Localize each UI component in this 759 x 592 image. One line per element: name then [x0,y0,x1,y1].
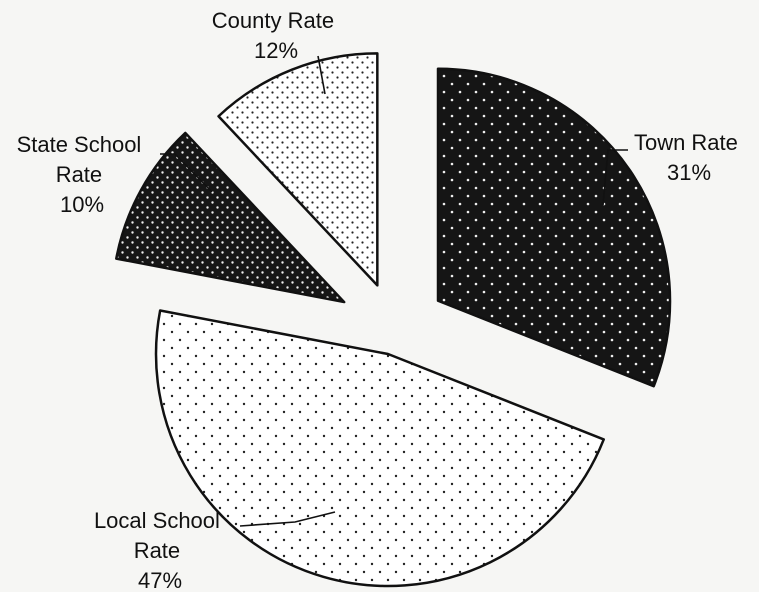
label-local-school-rate-name-1: Local School [94,508,220,533]
label-local-school-rate-percent: 47% [138,568,182,592]
label-state-school-rate: State School Rate 10% [17,132,148,217]
label-local-school-rate: Local School Rate 47% [94,508,226,592]
pie-slice-local-school-rate [154,309,605,588]
label-state-school-rate-percent: 10% [60,192,104,217]
label-local-school-rate-name-2: Rate [134,538,180,563]
leader-line-local-school-rate [239,511,336,527]
label-county-rate: County Rate 12% [212,8,340,63]
label-town-rate-percent: 31% [667,160,711,185]
leader-line-county-rate [317,55,326,95]
pie-slice-state-school-rate [115,131,346,304]
label-county-rate-percent: 12% [254,38,298,63]
label-state-school-rate-name-1: State School [17,132,142,157]
pie-slice-town-rate [436,67,672,388]
label-town-rate: Town Rate 31% [634,130,744,185]
label-county-rate-name: County Rate [212,8,334,33]
label-state-school-rate-name-2: Rate [56,162,102,187]
leader-line-town-rate [602,149,628,206]
pie-slice-county-rate [217,52,379,287]
label-town-rate-name: Town Rate [634,130,738,155]
leader-line-state-school-rate [160,153,213,193]
